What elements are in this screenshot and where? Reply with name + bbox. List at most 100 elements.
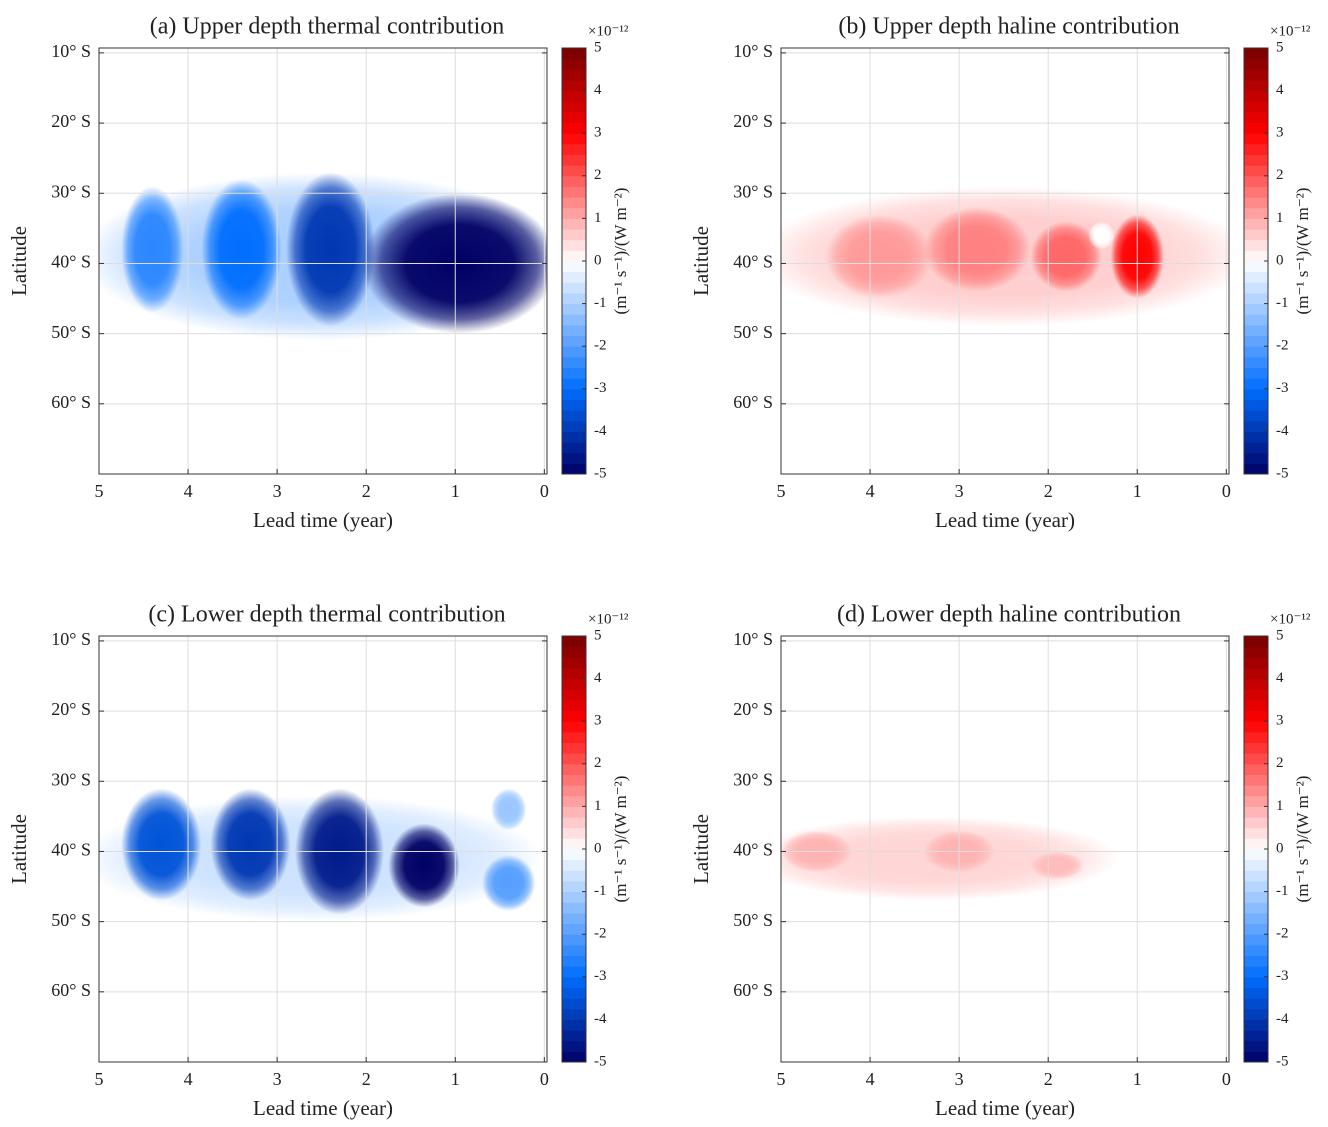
colorbar-cell	[562, 282, 586, 294]
colorbar-tick-label: -4	[1276, 423, 1289, 439]
colorbar-cell	[1244, 261, 1268, 273]
y-tick-label: 30° S	[733, 769, 773, 789]
colorbar-cell	[562, 314, 586, 326]
colorbar-tick-label: -4	[1276, 1011, 1289, 1027]
y-tick-label: 50° S	[51, 322, 91, 342]
colorbar-cell	[562, 378, 586, 390]
colorbar-cell	[562, 859, 586, 871]
colorbar-cell	[562, 880, 586, 893]
colorbar-tick-label: -3	[1276, 380, 1289, 396]
colorbar-tick-label: 2	[1276, 755, 1284, 771]
colorbar-cell	[1244, 271, 1268, 283]
x-axis-label: Lead time (year)	[253, 1096, 393, 1120]
colorbar-tick-label: 3	[1276, 125, 1284, 141]
colorbar-cell	[1244, 923, 1268, 935]
colorbar-cell	[562, 324, 586, 337]
contour-field	[99, 788, 545, 922]
colorbar-cell	[1244, 944, 1268, 956]
colorbar-cell	[1244, 207, 1268, 219]
colorbar-cell	[1244, 1030, 1268, 1042]
colorbar-cell	[562, 657, 586, 669]
y-tick-label: 50° S	[51, 910, 91, 930]
colorbar-tick-label: 4	[594, 670, 602, 686]
colorbar-cell	[1244, 175, 1268, 187]
colorbar-cell	[1244, 420, 1268, 432]
colorbar-cell	[562, 165, 586, 177]
colorbar-cell	[1244, 431, 1268, 443]
contour-blob	[121, 186, 184, 313]
colorbar-cell	[562, 410, 586, 422]
colorbar-cell	[1244, 324, 1268, 337]
colorbar-cell	[1244, 1019, 1268, 1031]
colorbar-cell	[562, 763, 586, 775]
colorbar-scale: ×10⁻¹²	[588, 611, 629, 627]
x-tick-label: 5	[95, 1069, 104, 1089]
y-tick-label: 10° S	[733, 629, 773, 649]
colorbar-cell	[1244, 410, 1268, 422]
contour-blob	[1030, 851, 1084, 880]
x-tick-label: 1	[1133, 1069, 1142, 1089]
colorbar-cell	[1244, 133, 1268, 145]
colorbar-tick-label: -1	[594, 295, 607, 311]
colorbar-tick-label: -1	[1276, 295, 1289, 311]
colorbar-cell	[562, 667, 586, 680]
colorbar-cell	[1244, 1051, 1268, 1063]
colorbar-tick-label: 3	[594, 125, 602, 141]
y-tick-label: 60° S	[733, 980, 773, 1000]
axes-box	[780, 635, 1230, 1063]
colorbar-cell	[1244, 763, 1268, 775]
y-tick-label: 50° S	[733, 910, 773, 930]
colorbar-tick-label: 1	[1276, 798, 1284, 814]
colorbar-cell	[1244, 463, 1268, 475]
colorbar-cell	[562, 197, 586, 209]
colorbar-cell	[562, 1019, 586, 1031]
colorbar-cell	[562, 133, 586, 145]
colorbar-cell	[1244, 636, 1268, 648]
colorbar-cell	[562, 218, 586, 230]
colorbar-tick-label: 2	[594, 755, 602, 771]
colorbar-tick-label: -2	[1276, 926, 1289, 942]
y-tick-label: 20° S	[51, 699, 91, 719]
x-tick-label: 3	[273, 481, 282, 501]
colorbar-tick-label: 0	[594, 252, 602, 268]
colorbar-cell	[562, 636, 586, 648]
panel: 5 4 3 2 1 0 10° S 20° S 30° S 40° S 50° S 60° S (a) …	[7, 14, 630, 532]
colorbar-cell	[562, 48, 586, 60]
colorbar-cell	[562, 827, 586, 839]
colorbar-cell	[562, 817, 586, 829]
colorbar-cell	[1244, 880, 1268, 893]
contour-blob	[825, 214, 933, 299]
colorbar-cell	[1244, 69, 1268, 81]
colorbar-tick-label: 4	[1276, 82, 1284, 98]
colorbar-cell	[562, 335, 586, 347]
colorbar-tick-label: -2	[1276, 338, 1289, 354]
colorbar-cell	[562, 902, 586, 914]
colorbar-cell	[1244, 356, 1268, 368]
x-axis-label: Lead time (year)	[253, 508, 393, 532]
colorbar-cell	[1244, 785, 1268, 797]
colorbar-cell	[1244, 1008, 1268, 1020]
x-tick-label: 3	[273, 1069, 282, 1089]
axes-box	[98, 47, 548, 475]
x-tick-label: 2	[362, 481, 371, 501]
colorbar-cell	[562, 101, 586, 113]
axes-box	[780, 47, 1230, 475]
colorbar-cell	[562, 678, 586, 690]
panel: 5 4 3 2 1 0 10° S 20° S 30° S 40° S 50° S 60° S (b) …	[689, 14, 1312, 532]
colorbar-cell	[562, 388, 586, 400]
colorbar-label: (m⁻¹ s⁻¹)/(W m⁻²)	[611, 188, 630, 315]
colorbar-tick-label: -3	[594, 380, 607, 396]
colorbar-cell	[1244, 143, 1268, 155]
colorbar-cell	[562, 143, 586, 155]
colorbar-tick-label: 3	[594, 713, 602, 729]
colorbar-label: (m⁻¹ s⁻¹)/(W m⁻²)	[1293, 776, 1312, 903]
contour-blob	[201, 179, 282, 320]
chart-title: (b) Upper depth haline contribution	[838, 14, 1179, 40]
colorbar-label: (m⁻¹ s⁻¹)/(W m⁻²)	[1293, 188, 1312, 315]
contour-blob	[490, 788, 527, 831]
colorbar-cell	[1244, 165, 1268, 177]
x-tick-label: 0	[540, 481, 549, 501]
x-tick-label: 0	[1222, 1069, 1231, 1089]
